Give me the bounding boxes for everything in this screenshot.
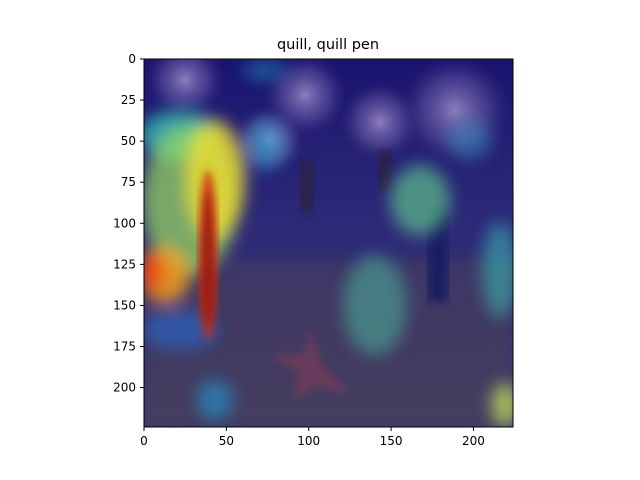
x-tick-label: 0 — [140, 434, 148, 448]
y-tick-label: 50 — [121, 134, 136, 148]
y-tick-label: 150 — [113, 298, 136, 312]
x-tick-label: 150 — [380, 434, 403, 448]
x-tick-label: 50 — [219, 434, 234, 448]
plot-frame — [143, 58, 514, 428]
y-tick-label: 200 — [113, 381, 136, 395]
heatmap-image — [144, 59, 513, 427]
y-tick-label: 25 — [121, 93, 136, 107]
y-tick-label: 0 — [128, 52, 136, 66]
x-axis-ticks: 0 50 100 150 200 — [140, 427, 485, 448]
x-tick-label: 200 — [462, 434, 485, 448]
y-tick-label: 175 — [113, 340, 136, 354]
y-axis-ticks: 0 25 50 75 100 125 150 175 200 — [113, 52, 144, 395]
y-tick-label: 100 — [113, 216, 136, 230]
y-tick-label: 75 — [121, 175, 136, 189]
chart-title: quill, quill pen — [277, 37, 379, 53]
x-tick-label: 100 — [297, 434, 320, 448]
y-tick-label: 125 — [113, 257, 136, 271]
